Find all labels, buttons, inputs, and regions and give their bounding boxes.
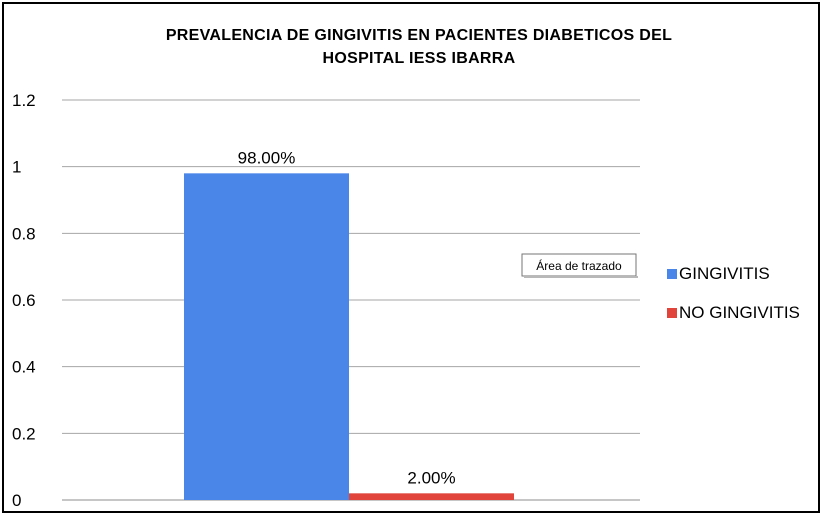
legend-label: NO GINGIVITIS: [679, 303, 800, 322]
chart-title-line-2: HOSPITAL IESS IBARRA: [323, 50, 516, 67]
legend-swatch: [667, 269, 677, 279]
chart-title: PREVALENCIA DE GINGIVITIS EN PACIENTES D…: [166, 27, 672, 67]
y-tick-label: 1: [12, 158, 21, 177]
y-tick-label: 0.2: [12, 424, 36, 443]
y-tick-label: 0.8: [12, 224, 36, 243]
legend-label: GINGIVITIS: [679, 264, 770, 283]
y-tick-label: 1.2: [12, 91, 36, 110]
y-tick-label: 0: [12, 491, 21, 510]
chart-svg: PREVALENCIA DE GINGIVITIS EN PACIENTES D…: [12, 27, 800, 510]
bar-no-gingivitis: [349, 493, 514, 500]
y-tick-label: 0.6: [12, 291, 36, 310]
y-axis-ticks: 0 0.2 0.4 0.6 0.8 1 1.2: [12, 91, 36, 510]
tooltip-shadow: [524, 276, 638, 278]
legend-swatch: [667, 308, 677, 318]
bar-gingivitis: [184, 173, 349, 501]
data-labels: 98.00% 2.00%: [238, 148, 456, 487]
tooltip-text: Área de trazado: [536, 258, 622, 273]
chart-title-line-1: PREVALENCIA DE GINGIVITIS EN PACIENTES D…: [166, 27, 672, 44]
chart-frame: PREVALENCIA DE GINGIVITIS EN PACIENTES D…: [2, 2, 820, 513]
data-label: 2.00%: [407, 468, 455, 487]
legend: GINGIVITIS NO GINGIVITIS: [667, 264, 800, 322]
data-label: 98.00%: [238, 148, 296, 167]
y-tick-label: 0.4: [12, 358, 36, 377]
plot-area-tooltip: Área de trazado: [521, 253, 638, 278]
bars: [184, 173, 514, 501]
gridlines: [62, 99, 640, 501]
